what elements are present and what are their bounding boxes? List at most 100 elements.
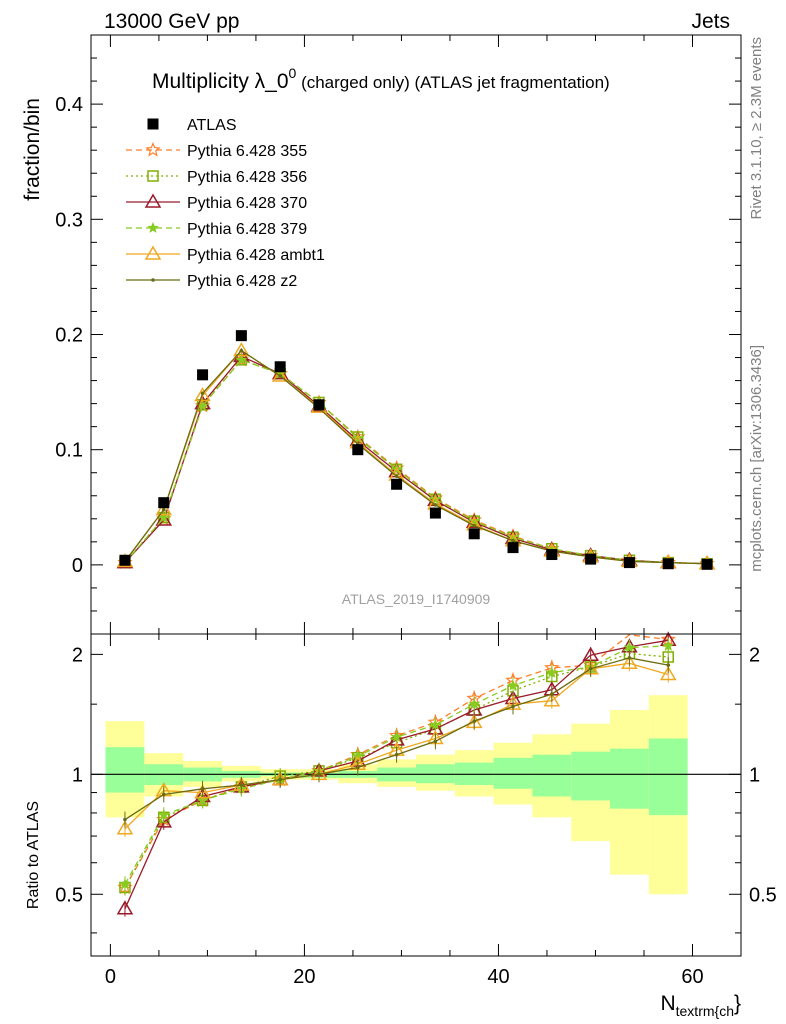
xlabel-main: N xyxy=(660,992,675,1015)
ratio-point xyxy=(119,878,131,890)
data-point xyxy=(429,507,441,519)
top-ylabel: fraction/bin xyxy=(21,98,44,201)
xlabel-close: } xyxy=(734,992,741,1015)
bottom-frame xyxy=(90,633,742,957)
series-point xyxy=(239,348,244,353)
legend-entry-z2: Pythia 6.428 z2 xyxy=(126,273,297,290)
ratio-point xyxy=(116,900,134,915)
series-point xyxy=(472,523,477,528)
series-p355 xyxy=(117,351,715,571)
ratio-point xyxy=(588,667,593,671)
legend-entry-p356: Pythia 6.428 356 xyxy=(126,169,307,186)
data-point xyxy=(158,497,170,509)
series-point xyxy=(278,374,282,378)
uncertainty-band-green xyxy=(105,747,145,793)
ratio-y-tick-label-left: 1 xyxy=(72,764,83,786)
legend-marker xyxy=(144,245,162,260)
series-point xyxy=(155,501,173,516)
top-y-tick-label: 0 xyxy=(72,555,83,577)
legend-marker xyxy=(147,118,159,130)
ratio-point xyxy=(161,792,166,797)
xlabel-sub: textrm{ch xyxy=(676,1003,734,1019)
data-point xyxy=(507,542,519,554)
ratio-point xyxy=(429,718,442,730)
ratio-point xyxy=(659,666,677,681)
ratio-point xyxy=(666,663,671,667)
ratio-p379 xyxy=(119,637,674,893)
ratio-point xyxy=(116,820,134,835)
ratio-point xyxy=(507,679,519,691)
series-line xyxy=(124,355,708,565)
legend-entry-p355: Pythia 6.428 355 xyxy=(126,141,307,160)
ratio-point xyxy=(394,752,399,757)
ratio-point xyxy=(543,692,561,707)
data-point xyxy=(546,549,558,561)
distribution-panel: 0 0.1 0.2 0.3 0.4 xyxy=(55,34,742,635)
series-line xyxy=(124,349,708,565)
data-point xyxy=(585,553,597,565)
x-tick-label: 60 xyxy=(681,966,703,988)
title-main: Multiplicity λ_0 xyxy=(152,70,289,93)
legend-marker xyxy=(144,193,162,208)
ratio-panel: 0.5 0.51 12 20 20 40 60 xyxy=(55,631,777,988)
legend-entry-atlas: ATLAS xyxy=(147,117,237,134)
legend-label: Pythia 6.428 370 xyxy=(187,195,307,212)
ratio-y-tick-label-right: 2 xyxy=(749,644,760,666)
ratio-point xyxy=(200,786,205,791)
top-y-tick-label: 0.1 xyxy=(55,440,83,462)
series-line xyxy=(124,359,708,565)
x-tick-label: 20 xyxy=(293,966,315,988)
bottom-ylabel: Ratio to ATLAS xyxy=(25,801,42,909)
data-point xyxy=(313,399,325,411)
ratio-y-tick-label-left: 2 xyxy=(72,644,83,666)
data-point xyxy=(701,558,713,570)
data-point xyxy=(119,554,131,566)
top-y-tick-label: 0.4 xyxy=(55,94,83,116)
data-point xyxy=(274,361,286,373)
ratio-y-tick-label-right: 1 xyxy=(749,764,760,786)
ratio-series xyxy=(116,631,677,917)
series-p370 xyxy=(116,347,716,570)
header-right: Jets xyxy=(691,10,730,33)
analysis-label: ATLAS_2019_I1740909 xyxy=(342,591,491,607)
ratio-point xyxy=(472,719,477,723)
chart-title: Multiplicity λ_00 (charged only) (ATLAS … xyxy=(152,65,610,93)
series-point xyxy=(233,342,250,357)
series-point xyxy=(158,511,170,523)
ratio-point xyxy=(550,692,554,696)
ratio-point xyxy=(317,772,321,777)
legend-entry-ambt1: Pythia 6.428 ambt1 xyxy=(126,245,325,264)
ratio-point xyxy=(623,641,636,653)
data-point xyxy=(197,369,209,381)
ratio-point xyxy=(158,809,170,821)
legend-marker xyxy=(151,278,155,282)
ratio-z2 xyxy=(123,649,671,828)
legend-entry-p379: Pythia 6.428 379 xyxy=(126,221,307,238)
ratio-point xyxy=(390,731,403,742)
data-point xyxy=(352,444,364,456)
series-point xyxy=(511,538,515,543)
data-point xyxy=(662,558,674,570)
series-point xyxy=(468,515,481,527)
series-point xyxy=(200,391,205,396)
uncertainty-band-green xyxy=(532,754,572,797)
ratio-point xyxy=(662,639,674,651)
data-point xyxy=(391,478,403,490)
ratio-point xyxy=(123,817,127,822)
series-z2 xyxy=(123,348,709,566)
data-point xyxy=(623,557,635,569)
legend-entry-p370: Pythia 6.428 370 xyxy=(126,193,307,212)
legend-marker xyxy=(145,141,161,157)
x-axis-label: Ntextrm{ch} xyxy=(660,992,741,1019)
rivet-label: Rivet 3.1.10, ≥ 2.3M events xyxy=(748,37,765,220)
uncertainty-band-green xyxy=(571,751,611,801)
title-superscript: 0 xyxy=(289,65,297,81)
series-point xyxy=(155,511,173,526)
series-line xyxy=(124,359,708,565)
ratio-point xyxy=(433,739,438,744)
ratio-point xyxy=(278,777,282,782)
series-point xyxy=(433,503,438,507)
legend: ATLAS Pythia 6.428 355 Pythia 6.428 356 Pyt… xyxy=(126,117,325,290)
mcplots-label: mcplots.cern.ch [arXiv:1306.3436] xyxy=(748,345,765,572)
